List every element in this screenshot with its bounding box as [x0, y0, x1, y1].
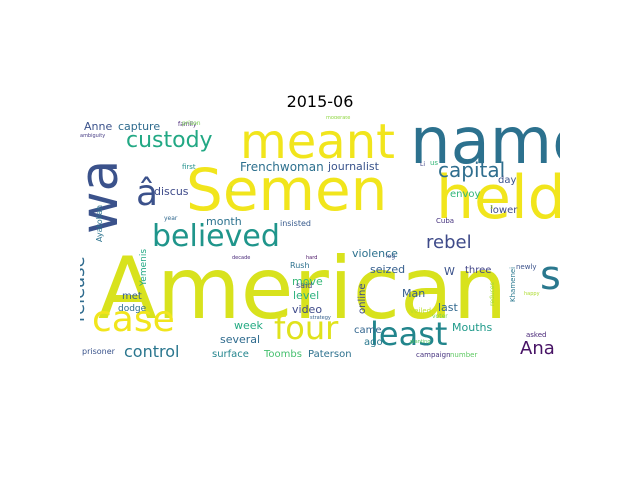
- word-72: hard: [306, 255, 318, 261]
- word-43: envoy: [450, 189, 481, 200]
- word-25: seized: [370, 263, 406, 276]
- word-41: three: [465, 265, 492, 276]
- word-20: capture: [118, 120, 161, 133]
- word-74: voter: [432, 313, 448, 320]
- word-63: ambiguity: [80, 133, 106, 139]
- word-19: journalist: [328, 160, 379, 173]
- word-48: Yemenis: [139, 248, 149, 286]
- word-38: Paterson: [308, 349, 352, 360]
- word-51: said: [296, 281, 313, 290]
- word-cloud: AmericanSemennameheldmeantwacasefourleas…: [80, 116, 560, 364]
- word-69: planting: [410, 339, 431, 345]
- word-55: Cuba: [436, 217, 455, 225]
- word-17: Ana: [520, 338, 555, 359]
- word-3: held: [436, 163, 560, 233]
- word-21: Anne: [84, 120, 113, 133]
- word-67: log: [386, 253, 396, 260]
- word-61: year: [164, 215, 178, 222]
- word-7: four: [274, 309, 339, 347]
- word-32: week: [234, 319, 263, 332]
- word-70: reduces: [489, 282, 496, 306]
- word-47: dodge: [118, 304, 147, 314]
- word-28: video: [292, 303, 323, 316]
- word-10: s: [540, 253, 560, 299]
- word-15: control: [124, 342, 180, 361]
- word-26: move: [292, 275, 323, 288]
- word-13: capital: [438, 158, 506, 182]
- word-65: us: [430, 159, 439, 167]
- word-4: meant: [240, 116, 395, 170]
- word-45: day: [498, 175, 517, 186]
- word-54: number: [450, 351, 478, 359]
- word-14: rebel: [426, 232, 472, 253]
- word-71: decade: [232, 255, 251, 261]
- word-62: prison: [182, 120, 201, 127]
- word-76: L: [230, 185, 235, 194]
- word-56: Khamenei: [509, 266, 517, 302]
- word-40: Mouths: [452, 321, 493, 334]
- word-2: name: [410, 116, 560, 179]
- word-37: Toombs: [264, 349, 302, 360]
- word-64: moderate: [326, 116, 351, 121]
- word-50: insisted: [280, 219, 311, 228]
- word-6: case: [92, 299, 175, 340]
- word-1: Semen: [186, 156, 388, 224]
- word-8: least: [370, 315, 448, 353]
- word-53: campaign: [416, 351, 451, 359]
- word-58: asked: [526, 331, 547, 339]
- word-29: online: [357, 283, 368, 314]
- word-36: surface: [212, 349, 249, 360]
- word-73: strategy: [310, 315, 331, 321]
- word-33: several: [220, 333, 261, 346]
- word-24: violence: [352, 247, 398, 260]
- word-35: ago: [364, 337, 383, 348]
- word-46: met: [122, 291, 142, 302]
- word-9: believed: [152, 219, 280, 254]
- word-75: happy: [524, 291, 540, 297]
- word-52: Rush: [290, 261, 310, 270]
- word-44: lower: [490, 205, 518, 216]
- word-39: prisoner: [82, 347, 115, 356]
- word-16: release: [80, 256, 89, 322]
- word-66: Li: [420, 161, 426, 168]
- word-49: Ayatollah: [95, 204, 104, 242]
- word-59: first: [182, 163, 196, 171]
- word-23: month: [206, 215, 242, 228]
- chart-title: 2015-06: [286, 92, 354, 111]
- word-60: family: [178, 121, 197, 128]
- word-12: custody: [126, 128, 213, 153]
- word-68: veiled: [410, 307, 432, 315]
- word-27: level: [293, 289, 320, 302]
- word-34: came: [354, 325, 382, 336]
- word-18: Frenchwoman: [240, 160, 324, 174]
- word-11: â: [136, 173, 159, 214]
- word-30: Man: [402, 287, 426, 300]
- word-42: W: [444, 265, 455, 278]
- word-77: 3: [490, 205, 494, 211]
- word-31: last: [438, 301, 458, 314]
- word-22: discus: [154, 185, 189, 198]
- word-57: newly: [516, 263, 537, 271]
- word-0: American: [98, 239, 508, 339]
